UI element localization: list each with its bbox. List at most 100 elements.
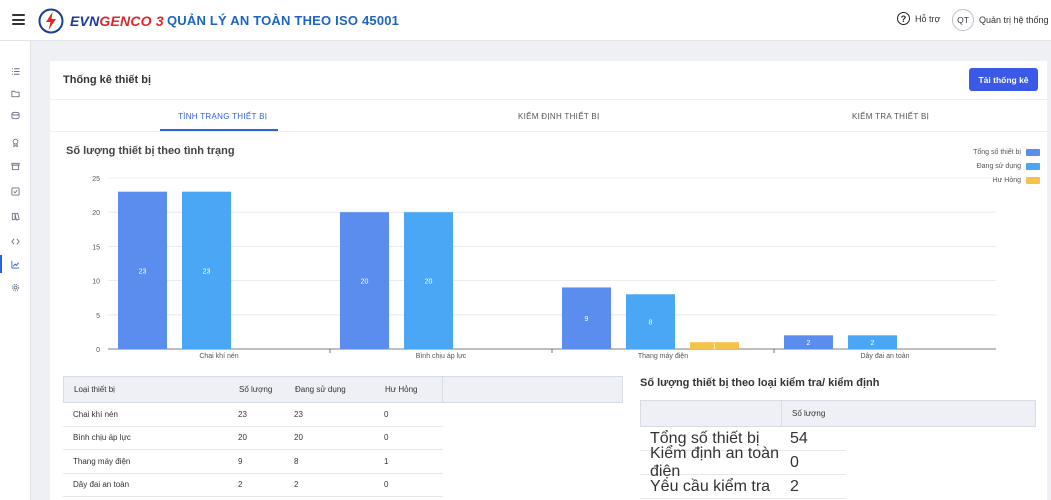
bar-value-label: 23	[203, 268, 211, 275]
x-tick-label: Chai khí nén	[199, 353, 238, 360]
y-tick-label: 10	[92, 279, 100, 286]
cell-device-type: Bình chịu áp lực	[73, 433, 131, 443]
export-statistics-button[interactable]: Tải thống kê	[969, 68, 1038, 91]
chart-title: Số lượng thiết bị theo tình trạng	[66, 145, 235, 157]
help-icon: ?	[897, 12, 910, 25]
table-header: Số lượng	[640, 400, 1036, 427]
cell-device-type: Thang máy điện	[73, 456, 131, 466]
code-icon	[11, 238, 20, 244]
tab-device-status[interactable]: TÌNH TRẠNG THIẾT BỊ	[178, 112, 268, 121]
header-broken: Hư Hỏng	[385, 385, 418, 394]
bar-chart: 0 5 10 15 20 25 23 23 Chai khí nén 20 20 Bình chịu …	[92, 176, 996, 360]
sidebar-item-folder[interactable]	[0, 82, 31, 104]
legend-item-total[interactable]: Tổng số thiết bị	[950, 145, 1040, 159]
bar	[784, 335, 833, 349]
cell-quantity: 2	[238, 480, 243, 490]
legend-item-broken[interactable]: Hư Hỏng	[950, 173, 1040, 187]
y-tick-label: 20	[92, 210, 100, 217]
table-row: Dây đai an toàn 2 2 0	[63, 474, 443, 497]
legend-item-in-use[interactable]: Đang sử dụng	[950, 159, 1040, 173]
help-label: Hỗ trợ	[915, 13, 941, 24]
bar	[848, 335, 897, 349]
table-row: Yêu cầu kiểm tra 2	[640, 475, 846, 499]
layers-icon	[11, 111, 20, 119]
avatar: QT	[952, 9, 974, 31]
sidebar-item-award[interactable]	[0, 131, 31, 153]
bar-value-label: 20	[425, 279, 433, 286]
legend-swatch-broken	[1026, 176, 1040, 184]
table-body: Tổng số thiết bị 54 Kiểm định an toàn đi…	[640, 427, 1036, 499]
cell-broken: 1	[384, 456, 389, 466]
cell-quantity: 20	[238, 433, 247, 443]
cell-broken: 0	[384, 480, 389, 490]
y-tick-label: 25	[92, 176, 100, 183]
bar-value-label: 23	[139, 268, 147, 275]
help-link[interactable]: ? Hỗ trợ	[897, 12, 940, 25]
sidebar-item-archive[interactable]	[0, 155, 31, 177]
cell-in-use: 23	[294, 409, 303, 419]
header-quantity: Số lượng	[781, 400, 847, 427]
bar-value-label: 2	[807, 340, 811, 347]
y-tick-label: 15	[92, 244, 100, 251]
table-empty-area	[443, 376, 623, 500]
sidebar-item-list[interactable]	[0, 60, 31, 82]
table-header-empty	[443, 376, 623, 403]
user-label: Quản trị hệ thống	[979, 15, 1049, 25]
sidebar-item-check[interactable]	[0, 180, 31, 202]
legend-swatch-total	[1026, 148, 1040, 156]
folder-icon	[11, 90, 20, 97]
table-row: Kiểm định an toàn điện 0	[640, 445, 846, 480]
cell-quantity: 23	[238, 409, 247, 419]
cell-in-use: 8	[294, 456, 299, 466]
table-header: Loại thiết bị Số lượng Đang sử dụng Hư H…	[63, 376, 443, 403]
bar	[690, 342, 739, 349]
cell-label: Tổng số thiết bị	[650, 429, 760, 447]
chart-icon	[11, 260, 20, 269]
header-device-type: Loại thiết bị	[74, 385, 115, 394]
menu-icon[interactable]	[12, 14, 25, 25]
cell-label: Yêu cầu kiểm tra	[650, 477, 771, 495]
brand-part-genco: GENCO 3	[99, 13, 164, 29]
legend-label-in-use: Đang sử dụng	[976, 162, 1021, 170]
sidebar-item-layers[interactable]	[0, 104, 31, 126]
tab-device-inspection[interactable]: KIỂM TRA THIẾT BỊ	[852, 112, 930, 121]
sidebar-item-chart[interactable]	[0, 253, 31, 275]
bar-value-label: 8	[649, 320, 653, 327]
bar-value-label: 9	[585, 316, 589, 323]
book-icon	[11, 212, 20, 221]
cell-in-use: 20	[294, 433, 303, 443]
device-status-table: Loại thiết bị Số lượng Đang sử dụng Hư H…	[63, 376, 443, 497]
cell-quantity: 2	[790, 477, 799, 495]
bar-value-label: 1	[713, 344, 717, 351]
legend-swatch-in-use	[1026, 162, 1040, 170]
y-tick-label: 5	[96, 313, 100, 320]
x-tick-label: Thang máy điện	[638, 353, 688, 360]
card-divider	[50, 99, 1047, 100]
header-in-use: Đang sử dụng	[295, 385, 346, 394]
x-tick-label: Dây đai an toàn	[860, 353, 909, 360]
legend-label-broken: Hư Hỏng	[992, 176, 1021, 184]
bar-value-label: 20	[361, 279, 369, 286]
sidebar-item-code[interactable]	[0, 230, 31, 252]
check-square-icon	[11, 186, 20, 196]
sidebar-item-settings[interactable]	[0, 276, 31, 298]
cell-device-type: Chai khí nén	[73, 409, 118, 419]
active-tab-indicator	[160, 129, 278, 131]
cell-broken: 0	[384, 409, 389, 419]
chart-legend: Tổng số thiết bị Đang sử dụng Hư Hỏng	[950, 145, 1040, 187]
cell-label: Kiểm định an toàn điện	[650, 444, 779, 480]
user-menu[interactable]: QT Quản trị hệ thống	[952, 9, 1049, 31]
tab-device-certification[interactable]: KIỂM ĐỊNH THIẾT BỊ	[518, 112, 600, 121]
bar	[404, 212, 453, 349]
inspection-type-table: Số lượng Tổng số thiết bị 54 Kiểm định a…	[640, 400, 1036, 499]
brand-name: EVNGENCO 3	[70, 13, 164, 29]
section-title-inspection: Số lượng thiết bị theo loại kiểm tra/ ki…	[640, 377, 880, 389]
table-row: Thang máy điện 9 8 1	[63, 450, 443, 474]
tab-bar: TÌNH TRẠNG THIẾT BỊ KIỂM ĐỊNH THIẾT BỊ K…	[50, 100, 1047, 132]
table-row: Tổng số thiết bị 54	[640, 427, 846, 451]
sidebar-item-book[interactable]	[0, 205, 31, 227]
cell-quantity: 9	[238, 456, 243, 466]
header-quantity: Số lượng	[239, 385, 273, 394]
award-icon	[12, 138, 19, 147]
bar	[118, 191, 167, 349]
